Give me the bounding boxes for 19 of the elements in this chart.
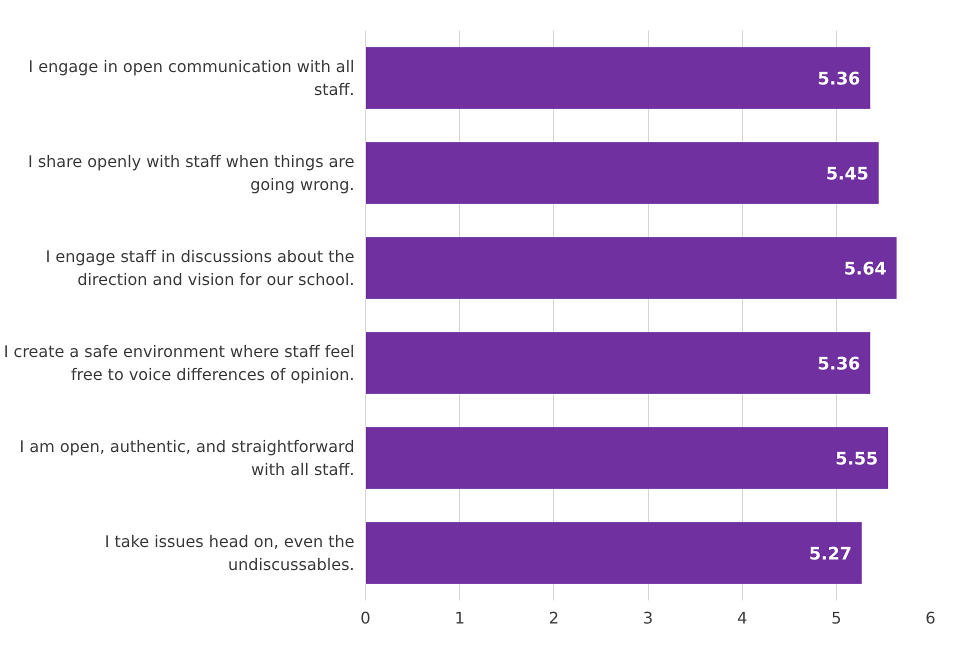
x-tick-label: 0 (360, 608, 371, 628)
x-tick-label: 1 (454, 608, 465, 628)
x-tick-label: 4 (737, 608, 748, 628)
data-label: 5.55 (835, 450, 878, 470)
y-tick-label: I engage staff in discussions about the direction and vision for our school. (46, 247, 355, 289)
y-tick-label: I share openly with staff when things are going wrong. (28, 152, 355, 194)
y-tick-label: I am open, authentic, and straightforward with all staff. (20, 437, 355, 479)
x-tick-label: 3 (642, 608, 654, 628)
data-label: 5.36 (817, 70, 860, 90)
y-tick-label: I engage in open communication with all staff. (28, 57, 355, 99)
data-label: 5.45 (826, 164, 869, 184)
x-tick-label: 5 (831, 608, 842, 628)
data-label: 5.64 (844, 260, 887, 280)
x-tick-label: 6 (925, 608, 936, 628)
y-tick-label: I take issues head on, even the undiscussables. (104, 532, 355, 574)
data-label: 5.36 (817, 354, 860, 374)
data-label: 5.27 (809, 544, 852, 564)
y-tick-label: I create a safe environment where staff feel free to voice differences of opinion. (4, 342, 355, 384)
x-tick-label: 2 (548, 608, 559, 628)
